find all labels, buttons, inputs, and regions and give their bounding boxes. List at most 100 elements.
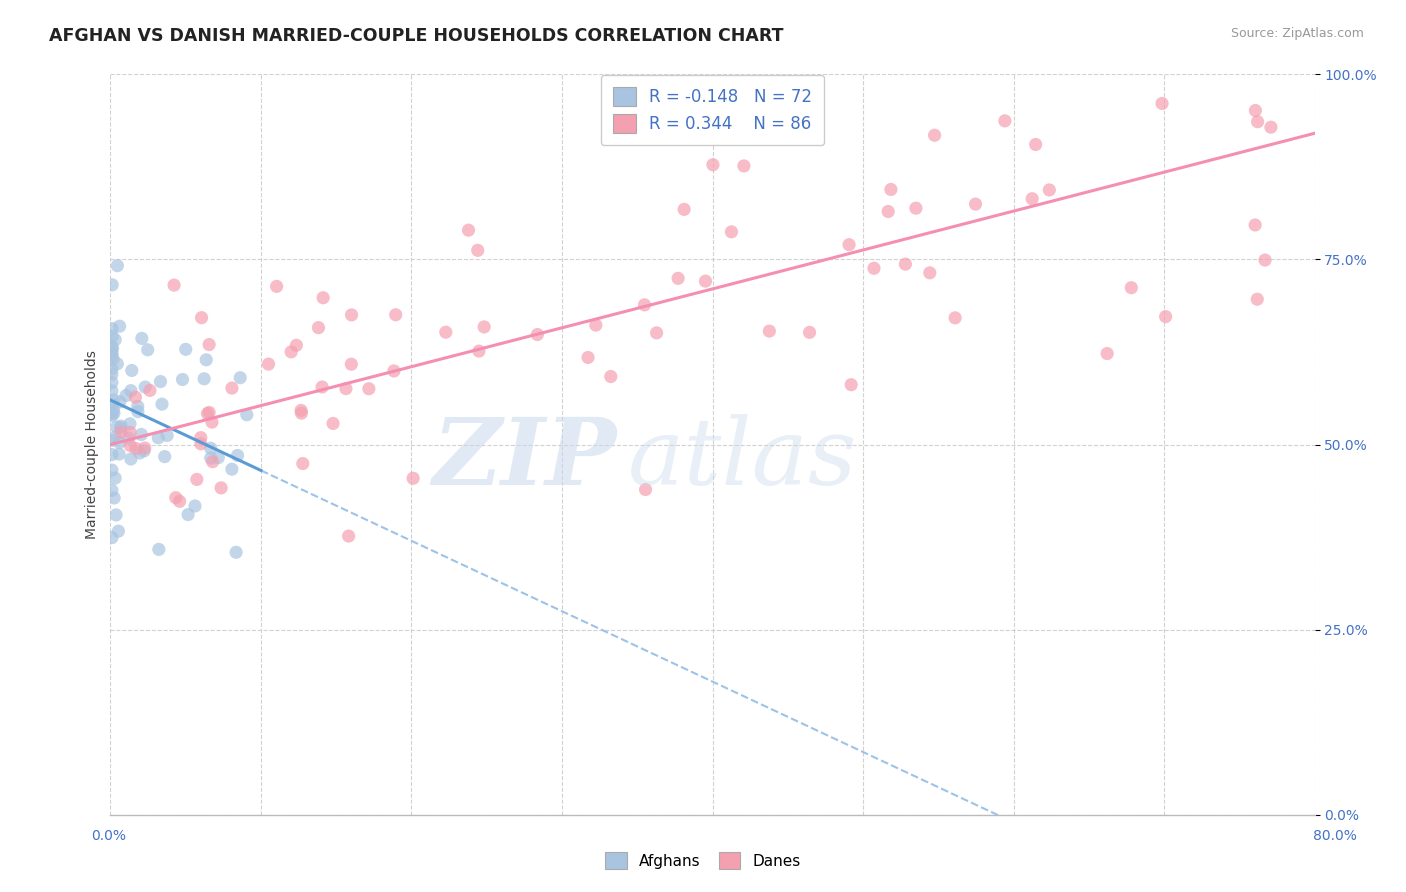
Point (108, 319, 131, 334)
Point (1254, 253, 1277, 268)
Point (110, 421, 132, 435)
Point (153, 450, 176, 464)
Point (101, 348, 124, 362)
Point (863, 261, 886, 276)
Point (101, 340, 124, 354)
Point (105, 508, 128, 522)
Point (943, 310, 966, 325)
Point (101, 384, 124, 398)
Point (101, 346, 124, 360)
Point (120, 384, 142, 398)
Point (702, 158, 724, 172)
Point (1246, 114, 1268, 128)
Point (1244, 218, 1267, 232)
Point (758, 324, 780, 338)
Point (165, 491, 187, 505)
Point (103, 393, 125, 408)
Point (101, 463, 124, 477)
Point (101, 342, 124, 356)
Point (195, 352, 218, 367)
Point (402, 471, 425, 485)
Point (291, 457, 314, 471)
Point (838, 237, 860, 252)
Point (139, 384, 162, 398)
Point (1246, 292, 1268, 306)
Point (101, 407, 124, 421)
Point (105, 357, 128, 371)
Point (585, 318, 607, 332)
Legend: Afghans, Danes: Afghans, Danes (599, 846, 807, 875)
Point (115, 388, 138, 402)
Point (134, 380, 156, 394)
Point (174, 343, 197, 357)
Point (340, 308, 363, 322)
Point (110, 419, 132, 434)
Point (200, 451, 222, 466)
Text: AFGHAN VS DANISH MARRIED-COUPLE HOUSEHOLDS CORRELATION CHART: AFGHAN VS DANISH MARRIED-COUPLE HOUSEHOL… (49, 27, 783, 45)
Point (673, 202, 696, 217)
Point (101, 397, 124, 411)
Point (290, 406, 312, 420)
Point (169, 494, 191, 508)
Point (467, 244, 489, 258)
Point (472, 320, 495, 334)
Point (148, 431, 170, 445)
Point (101, 329, 124, 343)
Point (1021, 192, 1043, 206)
Point (103, 403, 125, 417)
Point (103, 406, 125, 420)
Point (880, 182, 903, 196)
Point (312, 291, 335, 305)
Point (198, 337, 221, 351)
Point (1154, 310, 1177, 324)
Point (1095, 346, 1118, 360)
Point (599, 369, 621, 384)
Point (197, 407, 219, 421)
Point (839, 377, 862, 392)
Text: 0.0%: 0.0% (91, 829, 127, 843)
Point (104, 471, 127, 485)
Point (148, 542, 170, 557)
Point (118, 417, 141, 431)
Point (184, 499, 207, 513)
Point (134, 441, 156, 455)
Point (190, 431, 212, 445)
Point (229, 370, 252, 384)
Point (335, 382, 357, 396)
Point (105, 420, 128, 434)
Point (120, 438, 142, 452)
Point (1260, 120, 1282, 135)
Point (645, 326, 668, 340)
Point (101, 351, 124, 366)
Point (105, 259, 128, 273)
Point (337, 529, 360, 543)
Point (150, 397, 173, 411)
Point (382, 364, 405, 378)
Point (193, 372, 215, 386)
Point (101, 448, 124, 462)
Point (918, 266, 941, 280)
Point (633, 298, 655, 312)
Point (108, 447, 131, 461)
Point (172, 372, 194, 386)
Point (108, 435, 131, 450)
Text: ZIP: ZIP (432, 414, 616, 504)
Point (340, 357, 363, 371)
Point (201, 415, 224, 429)
Point (290, 403, 312, 417)
Point (924, 128, 946, 143)
Point (221, 462, 243, 476)
Point (101, 483, 124, 498)
Point (200, 441, 222, 455)
Point (201, 455, 224, 469)
Point (190, 437, 212, 451)
Point (101, 362, 124, 376)
Y-axis label: Married-couple Households: Married-couple Households (86, 350, 100, 539)
Point (124, 390, 146, 404)
Point (894, 257, 917, 271)
Point (101, 368, 124, 382)
Point (127, 404, 149, 418)
Point (131, 331, 153, 345)
Text: atlas: atlas (628, 414, 858, 504)
Point (101, 376, 124, 390)
